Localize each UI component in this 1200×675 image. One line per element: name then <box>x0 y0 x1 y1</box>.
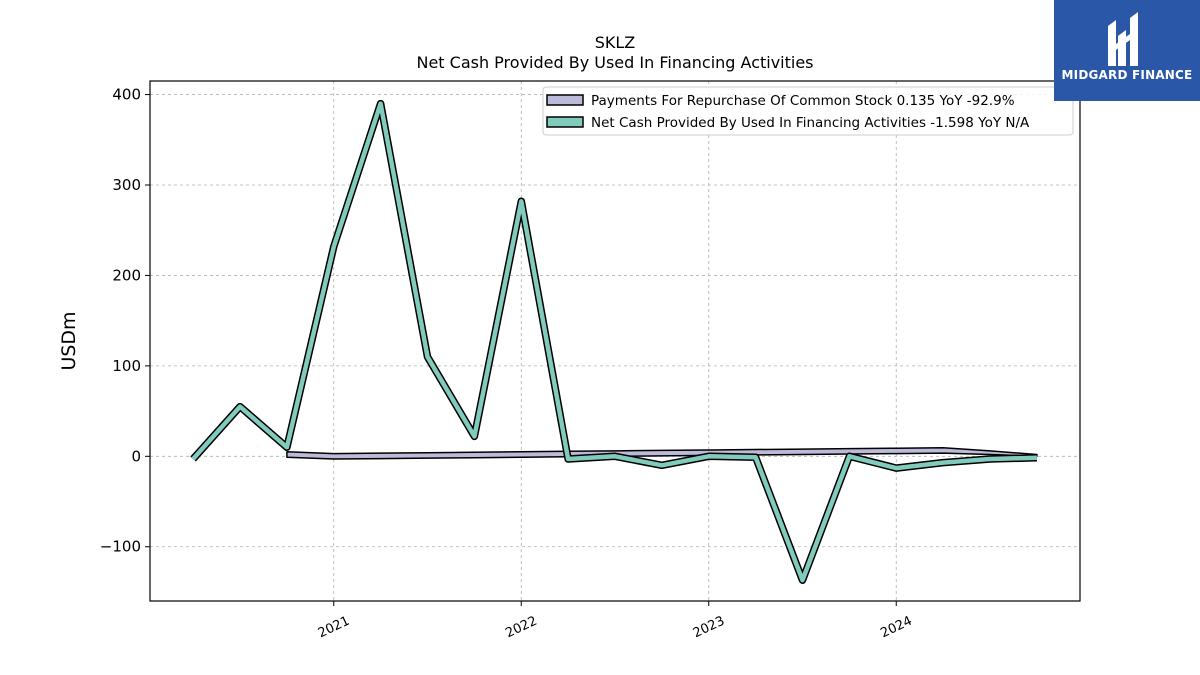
y-tick-label: 200 <box>112 266 141 284</box>
plot-frame <box>149 80 1081 602</box>
series-layer <box>190 99 1038 584</box>
brand-name: MIDGARD FINANCE <box>1061 68 1193 82</box>
series-financing-line-outline <box>190 99 1037 584</box>
y-tick-label: 300 <box>112 176 141 194</box>
legend-box <box>542 86 1074 136</box>
y-tick-label: −100 <box>100 538 141 556</box>
legend-swatch <box>546 116 584 128</box>
x-tick-label: 2023 <box>691 614 727 642</box>
legend-label: Payments For Repurchase Of Common Stock … <box>591 93 1015 109</box>
brand-mark-icon <box>1108 12 1138 66</box>
series-financing-line <box>191 101 1037 583</box>
series-repurchase-area <box>286 446 1038 460</box>
chart-subtitle: Net Cash Provided By Used In Financing A… <box>416 53 813 72</box>
y-axis-label: USDm <box>58 311 80 370</box>
y-tick-label: 400 <box>112 86 141 104</box>
x-tick-label: 2021 <box>316 614 352 642</box>
legend-swatch <box>546 94 584 106</box>
y-tick-label: 100 <box>112 357 141 375</box>
x-tick-label: 2022 <box>503 614 539 642</box>
brand-logo: MIDGARD FINANCE <box>1054 0 1200 101</box>
legend: Payments For Repurchase Of Common Stock … <box>542 86 1074 136</box>
grid <box>150 81 1080 601</box>
y-tick-label: 0 <box>131 447 141 465</box>
x-tick-label: 2024 <box>878 614 914 642</box>
legend-label: Net Cash Provided By Used In Financing A… <box>591 115 1030 131</box>
chart-title: SKLZ <box>595 33 636 52</box>
